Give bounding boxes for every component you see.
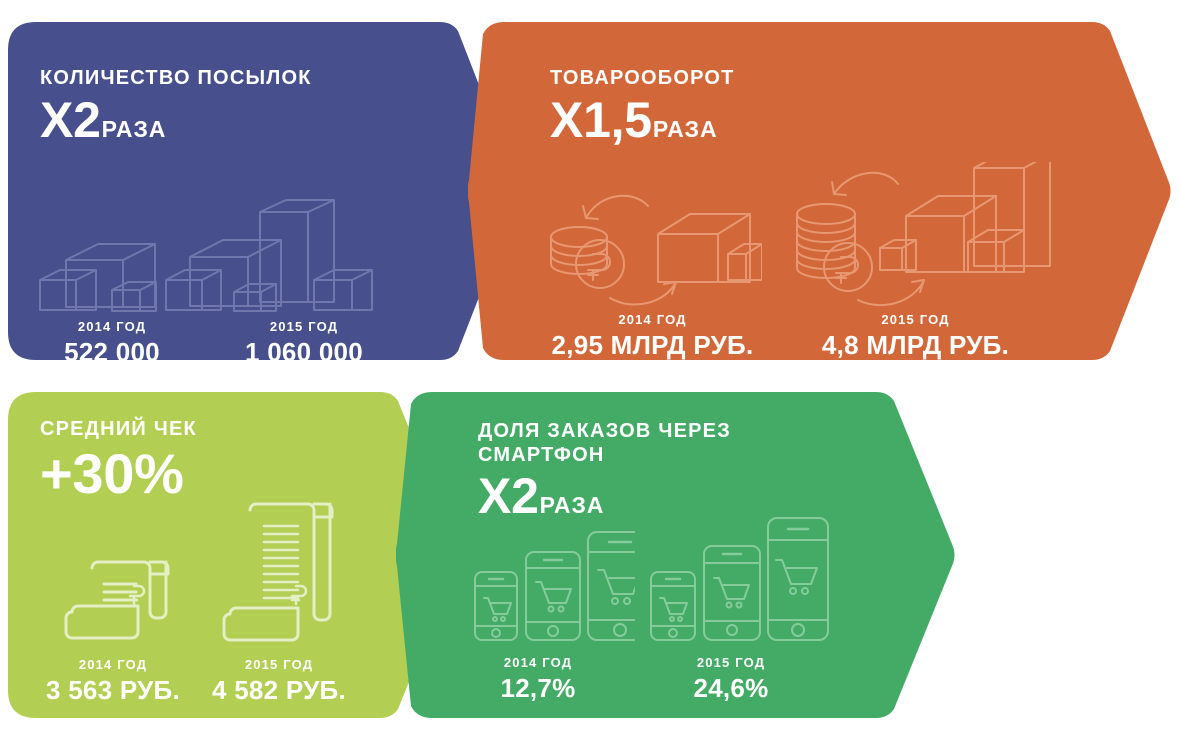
panel-turnover-multiplier: X1,5РАЗА	[550, 91, 718, 148]
stat-value: 24,6%	[693, 673, 769, 703]
panel-turnover-content: ТОВАРООБОРОТ X1,5РАЗА 2014 ГОД 2,95 МЛРД…	[468, 22, 1172, 360]
stat-value: 12,7%	[500, 673, 576, 703]
panel-smartphone-share-heading: ДОЛЯ ЗАКАЗОВ ЧЕРЕЗ СМАРТФОН X2РАЗА	[478, 420, 778, 521]
panel-smartphone-share-title: ДОЛЯ ЗАКАЗОВ ЧЕРЕЗ СМАРТФОН	[478, 420, 731, 466]
stat-year: 2015 ГОД	[269, 319, 339, 334]
panel-parcels-stat-2015: 2015 ГОД 1 060 000	[207, 319, 401, 368]
panel-turnover-stat-2015: 2015 ГОД 4,8 МЛРД РУБ.	[788, 312, 1043, 361]
stat-value: 2,95 МЛРД РУБ.	[551, 330, 754, 360]
panel-average-check-title: СРЕДНИЙ ЧЕК	[40, 418, 197, 440]
stat-value: 1 060 000	[244, 337, 363, 367]
stat-value: 522 000	[64, 337, 160, 367]
panel-parcels-unit: РАЗА	[101, 115, 167, 142]
panel-parcels-title: КОЛИЧЕСТВО ПОСЫЛОК	[40, 67, 312, 89]
panel-average-check-stat-2015: 2015 ГОД 4 582 РУБ.	[194, 657, 364, 706]
panel-turnover-title: ТОВАРООБОРОТ	[550, 67, 735, 89]
panel-average-check-content: СРЕДНИЙ ЧЕК +30% 2014 ГОД 3 563 РУБ. 201…	[8, 392, 460, 718]
panel-smartphone-share: ДОЛЯ ЗАКАЗОВ ЧЕРЕЗ СМАРТФОН X2РАЗА 2014 …	[396, 392, 956, 718]
panel-turnover-heading: ТОВАРООБОРОТ X1,5РАЗА	[550, 67, 735, 145]
panel-average-check-stat-2014: 2014 ГОД 3 563 РУБ.	[28, 657, 198, 706]
panel-parcels: КОЛИЧЕСТВО ПОСЫЛОК X2РАЗА 2014 ГОД 522 0…	[8, 22, 520, 367]
panel-smartphone-share-multiplier: X2РАЗА	[478, 468, 605, 525]
panel-parcels-heading: КОЛИЧЕСТВО ПОСЫЛОК X2РАЗА	[40, 67, 312, 145]
panel-turnover-stat-2014: 2014 ГОД 2,95 МЛРД РУБ.	[525, 312, 780, 361]
panel-average-check-multiplier: +30%	[40, 441, 184, 505]
panel-average-check: СРЕДНИЙ ЧЕК +30% 2014 ГОД 3 563 РУБ. 201…	[8, 392, 460, 718]
panel-smartphone-share-content: ДОЛЯ ЗАКАЗОВ ЧЕРЕЗ СМАРТФОН X2РАЗА 2014 …	[396, 392, 956, 718]
stat-year: 2014 ГОД	[503, 655, 573, 670]
panel-parcels-multiplier: X2РАЗА	[40, 91, 167, 148]
panel-smartphone-share-unit: РАЗА	[539, 492, 605, 519]
stat-year: 2014 ГОД	[78, 657, 148, 672]
panel-smartphone-share-stat-2015: 2015 ГОД 24,6%	[651, 655, 811, 704]
stat-year: 2015 ГОД	[881, 312, 950, 327]
panel-parcels-stat-2014: 2014 ГОД 522 000	[32, 319, 192, 368]
stat-year: 2015 ГОД	[696, 655, 766, 670]
stat-value: 3 563 РУБ.	[46, 675, 180, 705]
panel-average-check-heading: СРЕДНИЙ ЧЕК +30%	[40, 418, 197, 502]
panel-smartphone-share-stat-2014: 2014 ГОД 12,7%	[458, 655, 618, 704]
panel-turnover-shape	[468, 22, 1171, 360]
stat-value: 4 582 РУБ.	[212, 675, 346, 705]
panel-turnover-unit: РАЗА	[652, 115, 718, 142]
stat-value: 4,8 МЛРД РУБ.	[821, 330, 1010, 360]
panel-parcels-content: КОЛИЧЕСТВО ПОСЫЛОК X2РАЗА 2014 ГОД 522 0…	[8, 22, 520, 367]
stat-year: 2014 ГОД	[77, 319, 147, 334]
stat-year: 2015 ГОД	[244, 657, 314, 672]
stat-year: 2014 ГОД	[618, 312, 687, 327]
panel-turnover: ТОВАРООБОРОТ X1,5РАЗА 2014 ГОД 2,95 МЛРД…	[468, 22, 1172, 360]
